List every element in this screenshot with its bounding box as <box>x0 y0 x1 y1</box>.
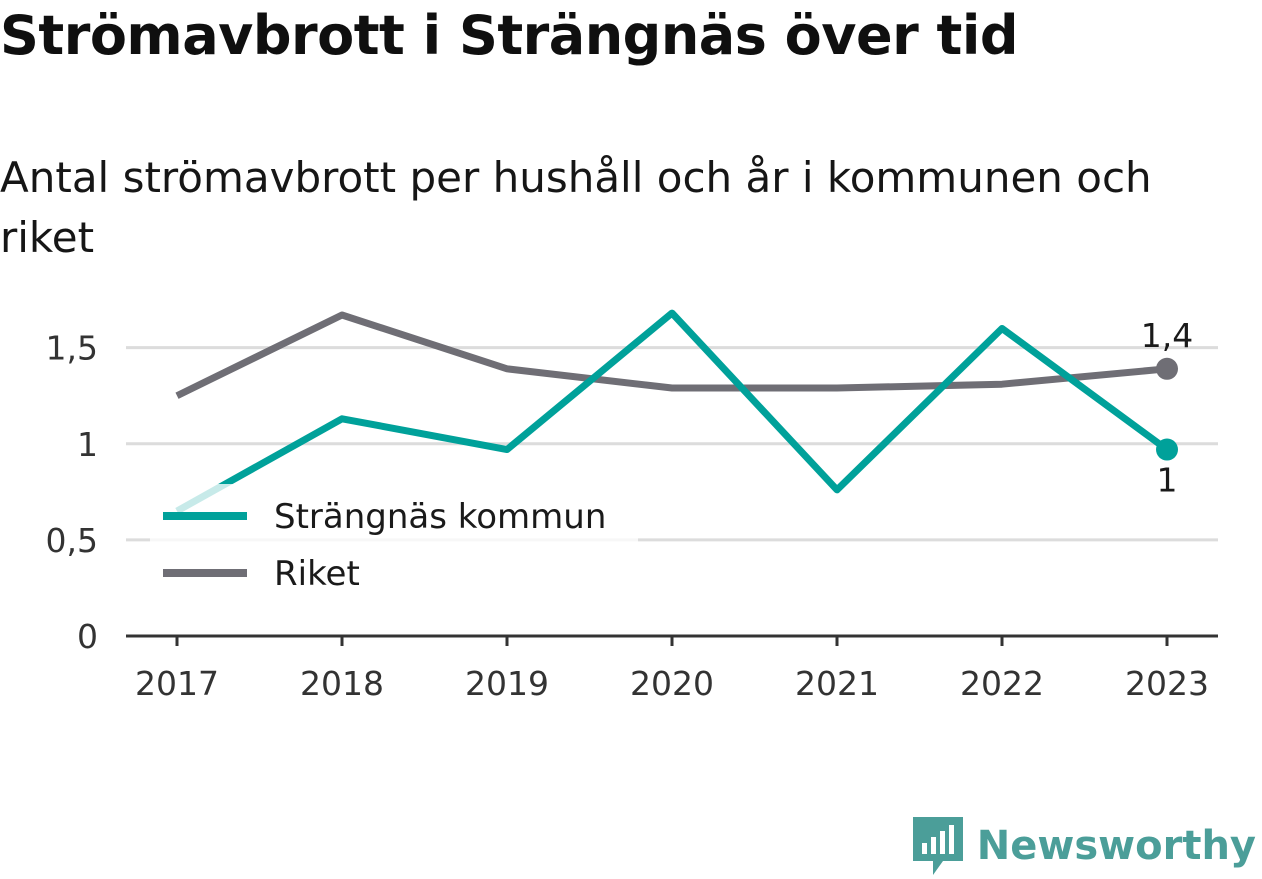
y-tick-label: 1 <box>77 425 98 464</box>
y-tick-label: 0,5 <box>46 521 98 560</box>
chart-title: Strömavbrott i Strängnäs över tid <box>0 4 1019 67</box>
x-tick-label: 2021 <box>795 664 879 703</box>
legend-background <box>150 554 350 606</box>
brand: Newsworthy <box>912 817 1256 875</box>
series-end-point <box>1156 357 1178 380</box>
x-axis: 2017 2018 2019 2020 2021 2022 2023 <box>126 634 1218 703</box>
data-label: 1 <box>1157 461 1178 500</box>
series-end-point <box>1156 438 1178 461</box>
x-tick-label: 2023 <box>1125 664 1209 703</box>
y-axis: 0 0,5 1 1,5 <box>46 329 98 656</box>
x-tick-label: 2022 <box>960 664 1044 703</box>
chart-subtitle: Antal strömavbrott per hushåll och år i … <box>0 153 1152 262</box>
legend-label: Strängnäs kommun <box>274 497 606 537</box>
brand-name: Newsworthy <box>976 823 1256 869</box>
legend-label: Riket <box>274 554 360 594</box>
newsworthy-logo-icon <box>912 817 963 875</box>
x-tick-label: 2019 <box>465 664 549 703</box>
y-tick-label: 1,5 <box>46 329 98 368</box>
legend: Strängnäs kommun Riket <box>150 484 638 606</box>
data-label: 1,4 <box>1141 316 1193 355</box>
y-tick-label: 0 <box>77 617 98 656</box>
x-tick-label: 2020 <box>630 664 714 703</box>
series-lines: 11,4 <box>175 309 1193 515</box>
series-line <box>175 309 1170 515</box>
x-tick-label: 2017 <box>135 664 219 703</box>
x-tick-label: 2018 <box>300 664 384 703</box>
series-line <box>175 311 1168 399</box>
